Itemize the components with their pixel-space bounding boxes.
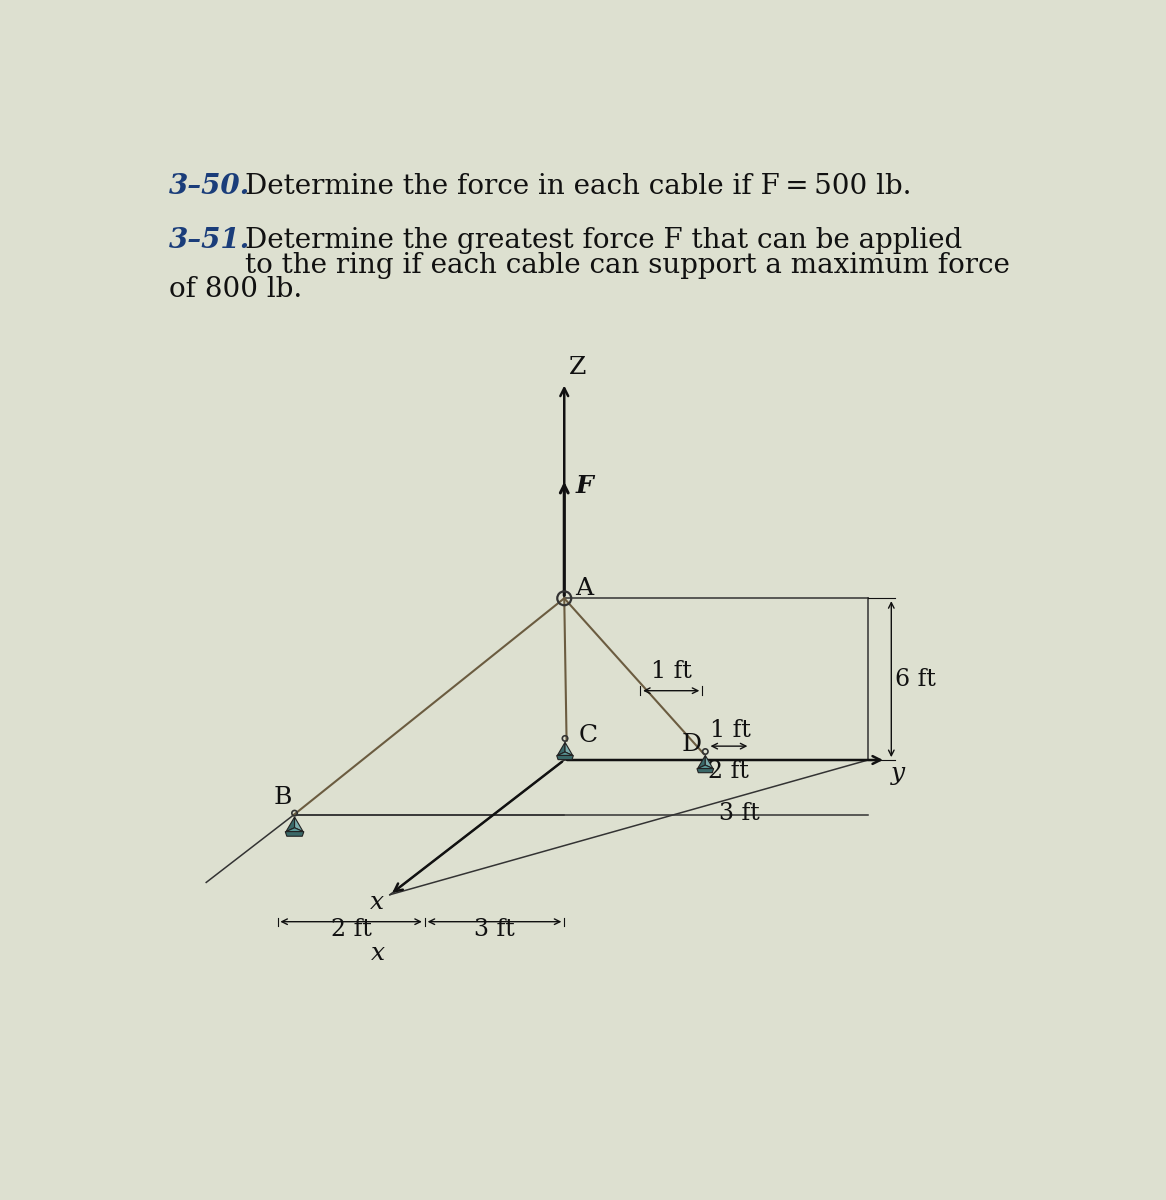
Text: 3–51.: 3–51. [169,227,251,254]
Text: C: C [580,725,598,748]
Text: 3 ft: 3 ft [719,802,760,826]
Text: y: y [891,762,905,785]
Text: 3 ft: 3 ft [475,918,515,941]
Polygon shape [557,752,573,756]
Text: x: x [371,942,385,965]
Text: Determine the greatest force F that can be applied: Determine the greatest force F that can … [245,227,962,254]
Polygon shape [697,766,712,768]
Text: 2 ft: 2 ft [331,918,372,941]
Text: of 800 lb.: of 800 lb. [169,276,302,304]
Polygon shape [286,832,304,836]
Polygon shape [566,743,573,756]
Text: 1 ft: 1 ft [651,660,691,683]
Polygon shape [697,755,705,768]
Text: A: A [575,577,593,600]
Text: 3–50.: 3–50. [169,173,251,200]
Polygon shape [286,817,295,832]
Polygon shape [557,743,566,756]
Text: B: B [274,786,292,809]
Text: Determine the force in each cable if F = 500 lb.: Determine the force in each cable if F =… [245,173,912,200]
Text: 6 ft: 6 ft [895,667,936,691]
Text: 2 ft: 2 ft [708,761,749,784]
Polygon shape [286,828,303,832]
Polygon shape [697,768,714,773]
Text: x: x [370,890,384,913]
Polygon shape [705,755,712,768]
Text: Z: Z [569,356,586,379]
Polygon shape [556,756,574,760]
Text: D: D [682,733,702,756]
Text: F: F [575,474,592,498]
Text: 1 ft: 1 ft [710,719,751,742]
Text: to the ring if each cable can support a maximum force: to the ring if each cable can support a … [245,252,1010,278]
Polygon shape [295,817,303,832]
